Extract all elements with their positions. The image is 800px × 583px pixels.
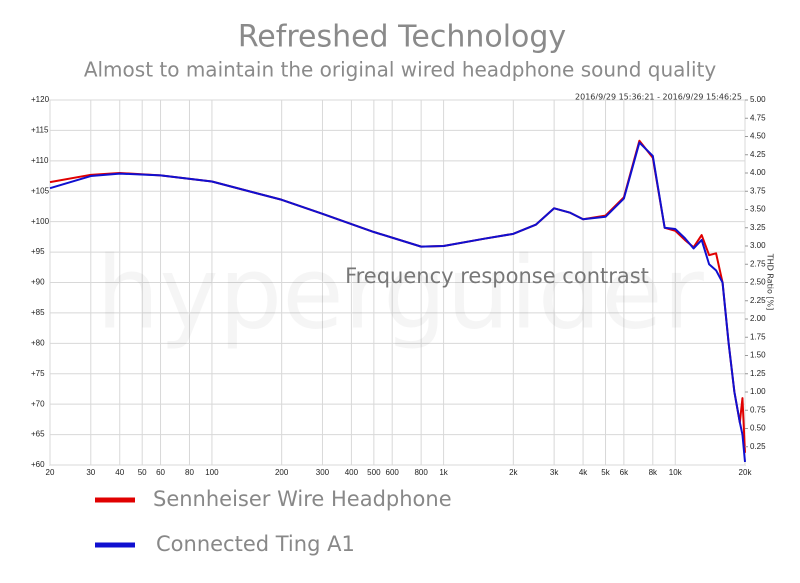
x-tick-label: 5k (601, 468, 610, 477)
x-tick-label: 50 (138, 468, 147, 477)
y2-tick-label: 1.75 (750, 332, 766, 341)
y-tick-label: +100 (31, 217, 50, 226)
y2-tick-label: 3.00 (750, 241, 766, 250)
x-tick-label: 400 (345, 468, 359, 477)
y-tick-label: +105 (31, 186, 50, 195)
y2-tick-label: 4.25 (750, 150, 766, 159)
y2-tick-label: 2.75 (750, 259, 766, 268)
y2-tick-label: 0.75 (750, 405, 766, 414)
chart-title: Refreshed Technology (238, 20, 566, 55)
y-tick-label: +80 (31, 338, 45, 347)
x-tick-label: 80 (185, 468, 194, 477)
x-tick-label: 60 (156, 468, 165, 477)
y-tick-label: +120 (31, 95, 50, 104)
x-tick-label: 40 (115, 468, 124, 477)
chart-subtitle: Almost to maintain the original wired he… (84, 58, 717, 82)
y-tick-label: +75 (31, 369, 45, 378)
y-tick-label: +60 (31, 460, 45, 469)
grid (49, 99, 746, 466)
x-tick-label: 600 (386, 468, 400, 477)
x-tick-label: 800 (414, 468, 428, 477)
y-tick-label: +65 (31, 430, 45, 439)
timestamp: 2016/9/29 15:36:21 - 2016/9/29 15:46:25 (575, 93, 742, 102)
x-tick-label: 100 (205, 468, 219, 477)
y2-tick-label: 4.75 (750, 113, 766, 122)
y2-tick-label: 3.25 (750, 223, 766, 232)
x-tick-label: 20 (46, 468, 55, 477)
y2-tick-label: 0.25 (750, 442, 766, 451)
y-tick-label: +95 (31, 247, 45, 256)
annotation: Frequency response contrast (345, 264, 649, 288)
y-tick-label: +70 (31, 399, 45, 408)
lines (49, 139, 746, 463)
y2-tick-label: 0.50 (750, 424, 766, 433)
y2-tick-label: 3.50 (750, 205, 766, 214)
y2-axis-label: THD Ratio [%] (766, 253, 775, 311)
legend-label: Connected Ting A1 (156, 532, 355, 556)
x-tick-label: 3k (550, 468, 559, 477)
x-tick-label: 10k (669, 468, 683, 477)
y2-tick-label: 2.25 (750, 296, 766, 305)
legend-label: Sennheiser Wire Headphone (153, 487, 452, 511)
y2-tick-label: 1.00 (750, 387, 766, 396)
y2-tick-label: 3.75 (750, 186, 766, 195)
y-tick-label: +110 (31, 156, 49, 165)
x-tick-label: 4k (579, 468, 588, 477)
x-tick-label: 20k (739, 468, 753, 477)
y2-tick-label: 2.50 (750, 278, 766, 287)
y-tick-label: +115 (31, 126, 49, 135)
series-line (49, 141, 746, 463)
y2-tick-label: 4.00 (750, 168, 766, 177)
x-tick-label: 8k (649, 468, 658, 477)
x-tick-label: 6k (620, 468, 629, 477)
watermark: hyperguider (96, 234, 705, 351)
x-tick-label: 200 (275, 468, 289, 477)
x-tick-label: 1k (439, 468, 448, 477)
y-tick-label: +85 (31, 308, 45, 317)
y2-tick-label: 1.50 (750, 351, 766, 360)
x-tick-label: 300 (316, 468, 330, 477)
y2-tick-label: 5.00 (750, 95, 766, 104)
y2-tick-label: 1.25 (750, 369, 766, 378)
x-tick-label: 500 (367, 468, 381, 477)
x-tick-label: 2k (509, 468, 518, 477)
y-tick-label: +90 (31, 278, 45, 287)
y2-tick-label: 2.00 (750, 314, 766, 323)
x-tick-label: 30 (86, 468, 95, 477)
y2-tick-label: 4.50 (750, 132, 766, 141)
